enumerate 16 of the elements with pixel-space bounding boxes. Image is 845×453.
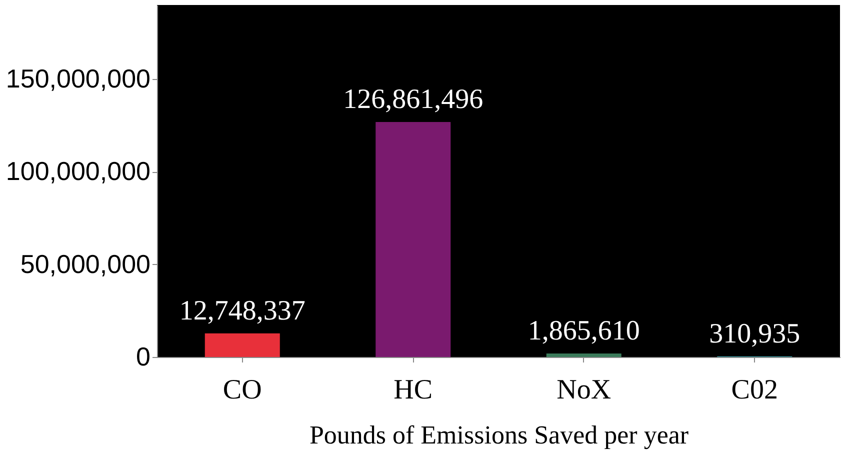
x-axis-title: Pounds of Emissions Saved per year <box>309 420 689 450</box>
data-label: 310,935 <box>709 318 800 350</box>
data-label: 12,748,337 <box>179 295 306 326</box>
bar <box>376 122 451 357</box>
bar <box>546 354 622 357</box>
x-tick-label: NoX <box>556 374 612 406</box>
x-tick-label: HC <box>394 374 433 406</box>
x-tick-label: CO <box>222 374 262 406</box>
y-tick-label: 100,000,000 <box>6 156 150 186</box>
y-tick-label: 150,000,000 <box>6 64 150 94</box>
y-tick-label: 50,000,000 <box>20 248 150 279</box>
y-tick-label: 0 <box>136 342 150 372</box>
data-label: 126,861,496 <box>343 84 484 115</box>
x-tick-label: C02 <box>731 374 778 406</box>
bar <box>204 333 280 357</box>
data-label: 1,865,610 <box>528 316 640 347</box>
